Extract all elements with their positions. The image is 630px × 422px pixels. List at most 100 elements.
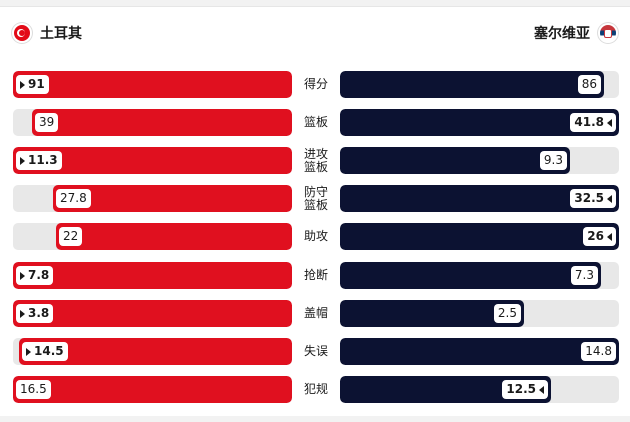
home-stat-track: 11.3 [13,147,292,174]
away-stat-value: 26 [583,227,616,246]
home-stat-value: 11.3 [16,151,62,170]
leader-arrow-icon [20,271,25,280]
home-stat-track: 16.5 [13,376,292,403]
away-stat-bar [340,300,524,327]
home-stat-bar [13,376,292,403]
stat-label: 抢断 [303,268,328,282]
home-stat-value: 91 [16,75,49,94]
home-stat-value-text: 3.8 [28,306,50,320]
away-stat-value-text: 2.5 [497,306,517,320]
away-stat-value: 9.3 [539,151,567,170]
stat-row: 91 得分 86 [0,71,630,98]
stat-row: 27.8 防守 篮板 32.5 [0,185,630,212]
home-stat-value-text: 14.5 [34,344,64,358]
home-stat-value: 7.8 [16,266,54,285]
home-stat-value: 14.5 [22,342,68,361]
home-stat-value-text: 39 [39,115,55,129]
away-stat-value: 41.8 [570,113,616,132]
stat-row: 14.5 失误 14.8 [0,338,630,365]
home-stat-bar [13,262,292,289]
home-stat-value: 27.8 [56,189,91,208]
away-stat-value-text: 26 [587,229,604,243]
home-stat-value-text: 22 [63,229,79,243]
home-stat-value-text: 16.5 [20,382,47,396]
home-stat-track: 22 [13,223,292,250]
away-stat-track: 26 [340,223,619,250]
leader-arrow-icon [20,156,25,165]
away-stat-bar [340,223,619,250]
home-stat-bar [13,300,292,327]
stat-row: 11.3 进攻 篮板 9.3 [0,147,630,174]
stat-label: 得分 [303,77,328,91]
home-stat-bar [13,71,292,98]
away-stat-track: 2.5 [340,300,619,327]
away-stat-bar [340,262,601,289]
stat-label: 失误 [303,344,328,358]
away-stat-bar [340,147,570,174]
away-stat-bar [340,71,604,98]
home-stat-value-text: 7.8 [28,268,50,282]
away-team-name: 塞尔维亚 [534,26,590,42]
home-team[interactable]: 土耳其 [14,23,82,43]
away-stat-value: 7.3 [570,266,598,285]
serbia-flag-icon [600,25,616,41]
away-stat-value: 14.8 [581,342,616,361]
away-stat-value: 32.5 [570,189,616,208]
home-stat-value-text: 91 [28,77,45,91]
leader-arrow-icon [607,194,612,203]
home-stat-track: 3.8 [13,300,292,327]
away-stat-track: 7.3 [340,262,619,289]
away-stat-track: 14.8 [340,338,619,365]
home-stat-track: 91 [13,71,292,98]
stat-row: 22 助攻 26 [0,223,630,250]
home-stat-track: 27.8 [13,185,292,212]
away-stat-value-text: 32.5 [574,191,604,205]
stat-label: 防守 篮板 [303,184,328,212]
home-stat-value: 16.5 [16,380,51,399]
leader-arrow-icon [607,232,612,241]
away-stat-bar [340,338,619,365]
stat-row: 16.5 犯规 12.5 [0,376,630,403]
away-stat-value-text: 41.8 [574,115,604,129]
stat-label: 助攻 [303,229,328,243]
leader-arrow-icon [26,347,31,356]
home-stat-bar [32,109,292,136]
home-stat-value-text: 11.3 [28,153,58,167]
turkey-flag-icon [14,25,30,41]
stat-label: 盖帽 [303,306,328,320]
team-stats-card: 土耳其 塞尔维亚 91 得分 86 39 篮板 41.8 11.3 进攻 篮板 9.3 27.8 防… [0,6,630,416]
stat-label: 犯规 [303,382,328,396]
away-stat-value: 2.5 [493,304,521,323]
home-stat-track: 7.8 [13,262,292,289]
stat-row: 3.8 盖帽 2.5 [0,300,630,327]
home-stat-bar [56,223,292,250]
away-stat-value: 12.5 [502,380,548,399]
leader-arrow-icon [539,385,544,394]
away-stat-track: 9.3 [340,147,619,174]
leader-arrow-icon [607,118,612,127]
teams-header: 土耳其 塞尔维亚 [0,7,630,59]
away-stat-value-text: 86 [581,77,597,91]
home-stat-track: 39 [13,109,292,136]
away-stat-value-text: 12.5 [506,382,536,396]
away-stat-track: 32.5 [340,185,619,212]
stat-label: 篮板 [303,115,328,129]
away-stat-track: 86 [340,71,619,98]
home-team-name: 土耳其 [40,26,82,42]
stat-row: 39 篮板 41.8 [0,109,630,136]
stat-row: 7.8 抢断 7.3 [0,262,630,289]
away-team[interactable]: 塞尔维亚 [534,23,616,43]
home-stat-bar [53,185,292,212]
away-stat-track: 12.5 [340,376,619,403]
away-stat-value-text: 9.3 [543,153,563,167]
stat-label: 进攻 篮板 [303,146,328,174]
away-stat-value-text: 7.3 [574,268,594,282]
away-stat-track: 41.8 [340,109,619,136]
leader-arrow-icon [20,309,25,318]
away-stat-value: 86 [577,75,601,94]
home-stat-track: 14.5 [13,338,292,365]
home-stat-value: 3.8 [16,304,54,323]
leader-arrow-icon [20,80,25,89]
home-stat-value: 39 [35,113,59,132]
home-stat-value-text: 27.8 [60,191,87,205]
